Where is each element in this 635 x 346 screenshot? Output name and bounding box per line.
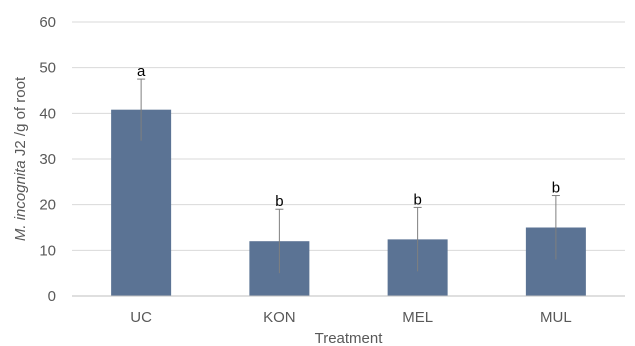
y-tick-label: 40 [39, 105, 56, 122]
x-tick-label-uc: UC [130, 309, 152, 326]
error-bar-uc [137, 78, 146, 141]
x-tick-label-kon: KON [263, 309, 296, 326]
x-tick-labels: UC KON MEL MUL [130, 309, 571, 326]
error-bar-kon [275, 208, 284, 274]
y-tick-label: 20 [39, 197, 56, 214]
x-tick-label-mul: MUL [540, 309, 572, 326]
y-tick-label: 50 [39, 60, 56, 77]
error-bar-mul [551, 195, 560, 260]
y-tick-labels: 0 10 20 30 40 50 60 [39, 14, 56, 305]
y-tick-label: 60 [39, 14, 56, 31]
significance-labels: a b b b [137, 63, 560, 210]
x-tick-label-mel: MEL [402, 309, 433, 326]
y-tick-label: 10 [39, 242, 56, 259]
y-axis-title-rest: J2 /g of root [12, 76, 29, 160]
error-bars [137, 78, 560, 274]
significance-label-kon: b [275, 193, 283, 210]
y-tick-label: 0 [48, 288, 56, 305]
y-tick-label: 30 [39, 151, 56, 168]
y-axis-title-italic: M. incognita [12, 160, 29, 241]
significance-label-mel: b [413, 191, 421, 208]
x-axis-title: Treatment [315, 330, 384, 346]
bars [111, 109, 586, 297]
significance-label-uc: a [137, 63, 146, 80]
significance-label-mul: b [552, 180, 560, 197]
error-bar-mel [413, 206, 422, 272]
y-axis-title: M. incognita J2 /g of root [12, 76, 29, 241]
